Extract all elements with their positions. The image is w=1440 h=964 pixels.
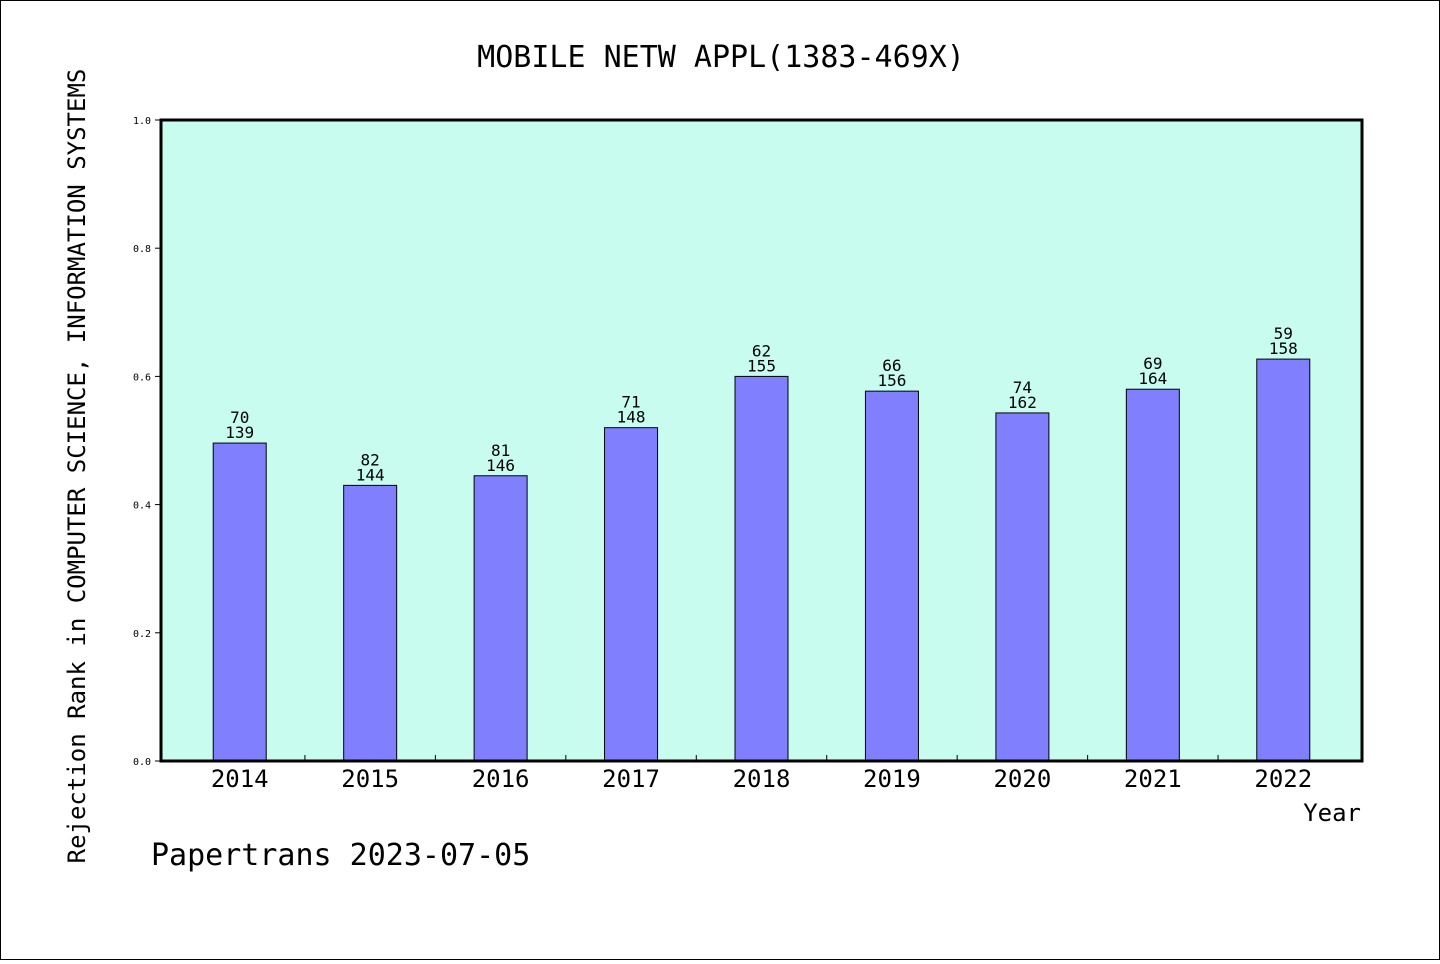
bar-2022 — [1256, 358, 1311, 762]
bar-rank-label: 62 — [752, 341, 771, 360]
bar-2016 — [473, 475, 528, 762]
bar-2018 — [734, 375, 789, 762]
y-tick-label: 0.8 — [133, 244, 151, 255]
bar-total-label: 158 — [1269, 339, 1298, 358]
x-tick-label: 2020 — [993, 765, 1051, 793]
bar-total-label: 146 — [486, 456, 515, 475]
bar-total-label: 144 — [356, 465, 385, 484]
bar-rank-label: 71 — [621, 393, 640, 412]
bar-rank-label: 81 — [491, 441, 510, 460]
bar-rank-label: 70 — [230, 408, 249, 427]
bar-2015 — [343, 484, 398, 762]
x-tick-label: 2015 — [341, 765, 399, 793]
y-tick-label: 1.0 — [133, 116, 151, 127]
bar-total-label: 162 — [1008, 393, 1037, 412]
y-tick-label: 0.6 — [133, 372, 151, 383]
bar-2019 — [864, 390, 919, 762]
x-tick-label: 2019 — [863, 765, 921, 793]
x-axis-label: Year — [1303, 799, 1361, 827]
bar-2021 — [1125, 388, 1180, 762]
bar-total-label: 148 — [617, 408, 646, 427]
x-tick-label: 2022 — [1254, 765, 1312, 793]
x-tick-label: 2017 — [602, 765, 660, 793]
x-axis: 2014 2015 2016 2017 2018 2019 2020 2021 2022 — [211, 755, 1312, 793]
y-tick-label: 0.4 — [133, 501, 151, 512]
y-tick-label: 0.2 — [133, 629, 151, 640]
bar-2017 — [604, 427, 659, 762]
y-tick-label: 0.0 — [133, 757, 151, 768]
chart-title: MOBILE NETW APPL(1383-469X) — [477, 40, 965, 75]
x-tick-label: 2018 — [733, 765, 791, 793]
bar-total-label: 139 — [225, 423, 254, 442]
bar-rank-label: 69 — [1143, 354, 1162, 373]
y-axis: 0.0 0.2 0.4 0.6 0.8 1.0 — [133, 116, 161, 768]
footer-credit: Papertrans 2023-07-05 — [151, 838, 530, 873]
bars-group — [212, 358, 1311, 762]
bar-rank-label: 59 — [1274, 324, 1293, 343]
bar-total-label: 155 — [747, 356, 776, 375]
bar-rank-label: 66 — [882, 356, 901, 375]
bar-total-label: 164 — [1138, 369, 1167, 388]
y-axis-label: Rejection Rank in COMPUTER SCIENCE, INFO… — [63, 69, 91, 864]
bar-rank-label: 74 — [1013, 378, 1032, 397]
plot-border — [159, 118, 1364, 763]
x-tick-label: 2016 — [472, 765, 530, 793]
bar-rank-label: 82 — [361, 450, 380, 469]
bar-2020 — [995, 412, 1050, 762]
bar-2014 — [212, 442, 267, 762]
bar-total-label: 156 — [877, 371, 906, 390]
x-tick-label: 2014 — [211, 765, 269, 793]
x-tick-label: 2021 — [1124, 765, 1182, 793]
